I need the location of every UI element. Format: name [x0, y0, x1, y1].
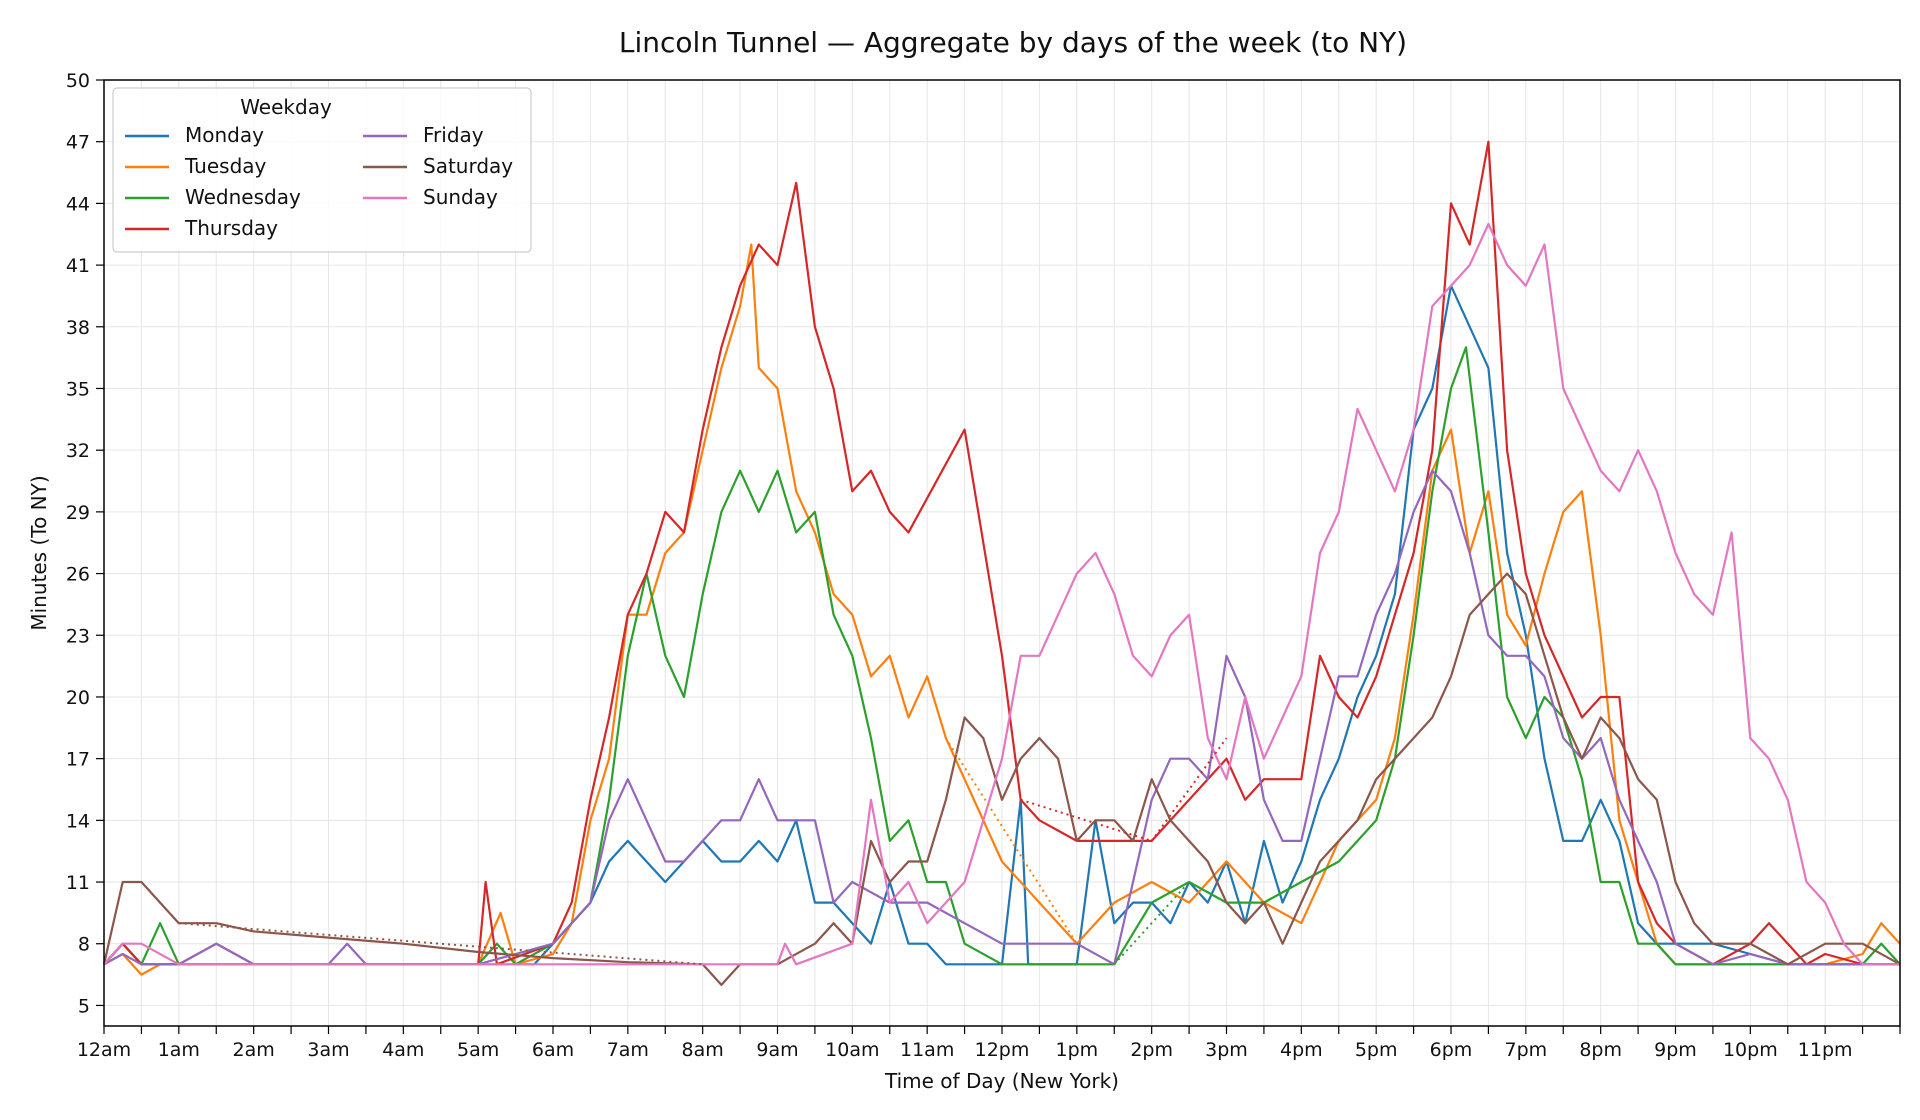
- y-tick-label: 32: [66, 440, 90, 462]
- x-tick-label: 1am: [158, 1039, 200, 1061]
- y-axis-label: Minutes (To NY): [27, 475, 51, 630]
- series-line-sunday: [103, 222, 1900, 966]
- y-axis: 5 8 11 14 17 20 23 26 29 32 35 38 41 44 47 50: [66, 70, 104, 1017]
- y-tick-label: 26: [66, 564, 90, 586]
- chart-title: Lincoln Tunnel — Aggregate by days of th…: [619, 26, 1407, 59]
- x-tick-label: 8am: [682, 1039, 724, 1061]
- y-tick-label: 47: [66, 132, 90, 154]
- x-tick-label: 9pm: [1654, 1039, 1697, 1061]
- legend: Weekday Monday Tuesday Wednesday Thursday Fri…: [112, 87, 532, 253]
- y-tick-label: 11: [66, 872, 90, 894]
- series-layer: [102, 140, 1901, 987]
- gap-line-thursday: [907, 429, 966, 533]
- x-tick-label: 9am: [756, 1039, 798, 1061]
- legend-entry-tuesday: Tuesday: [184, 154, 267, 178]
- y-tick-label: 17: [66, 749, 90, 771]
- x-tick-label: 10pm: [1723, 1039, 1778, 1061]
- legend-entry-sunday: Sunday: [423, 185, 498, 209]
- legend-box: [112, 87, 532, 253]
- y-tick-label: 41: [66, 255, 90, 277]
- gap-line-wednesday: [1113, 881, 1190, 965]
- legend-entry-thursday: Thursday: [184, 216, 278, 240]
- x-tick-label: 5am: [457, 1039, 499, 1061]
- x-tick-label: 11pm: [1798, 1039, 1853, 1061]
- legend-entry-saturday: Saturday: [423, 154, 513, 178]
- legend-entry-monday: Monday: [185, 123, 264, 147]
- y-tick-label: 44: [66, 193, 90, 215]
- y-tick-label: 29: [66, 502, 90, 524]
- y-tick-label: 20: [66, 687, 90, 709]
- x-tick-label: 4pm: [1280, 1039, 1323, 1061]
- y-tick-label: 8: [78, 934, 90, 956]
- series-line-thursday: [103, 140, 1900, 966]
- gap-line-thursday: [1020, 798, 1152, 842]
- x-axis: 12am 1am 2am 3am 4am 5am 6am 7am 8am 9am 10am 11am 1…: [77, 1026, 1901, 1061]
- series-line-tuesday: [103, 243, 1901, 976]
- x-tick-label: 3am: [307, 1039, 349, 1061]
- x-tick-label: 12am: [77, 1039, 131, 1061]
- x-tick-label: 5pm: [1355, 1039, 1398, 1061]
- series-line-wednesday: [103, 346, 1901, 966]
- x-axis-label: Time of Day (New York): [884, 1069, 1119, 1093]
- y-tick-label: 50: [66, 70, 90, 92]
- legend-entry-wednesday: Wednesday: [185, 185, 301, 209]
- y-tick-label: 35: [66, 378, 90, 400]
- series-line-monday: [103, 284, 1900, 966]
- gap-line-tuesday: [945, 737, 1078, 945]
- y-tick-label: 23: [66, 625, 90, 647]
- x-tick-label: 10am: [825, 1039, 879, 1061]
- x-tick-label: 7am: [607, 1039, 649, 1061]
- y-tick-label: 14: [66, 810, 90, 832]
- x-tick-label: 4am: [382, 1039, 424, 1061]
- x-tick-label: 7pm: [1504, 1039, 1547, 1061]
- x-tick-label: 8pm: [1579, 1039, 1622, 1061]
- legend-title: Weekday: [240, 95, 332, 119]
- x-tick-label: 6am: [532, 1039, 574, 1061]
- x-tick-label: 6pm: [1430, 1039, 1473, 1061]
- x-tick-label: 2pm: [1130, 1039, 1173, 1061]
- x-tick-label: 3pm: [1205, 1039, 1248, 1061]
- legend-entry-friday: Friday: [423, 123, 484, 147]
- x-tick-label: 12pm: [975, 1039, 1030, 1061]
- y-tick-label: 38: [66, 317, 90, 339]
- series-line-friday: [103, 469, 1900, 966]
- x-tick-label: 11am: [900, 1039, 954, 1061]
- y-tick-label: 5: [78, 995, 90, 1017]
- x-tick-label: 2am: [233, 1039, 275, 1061]
- x-tick-label: 1pm: [1055, 1039, 1098, 1061]
